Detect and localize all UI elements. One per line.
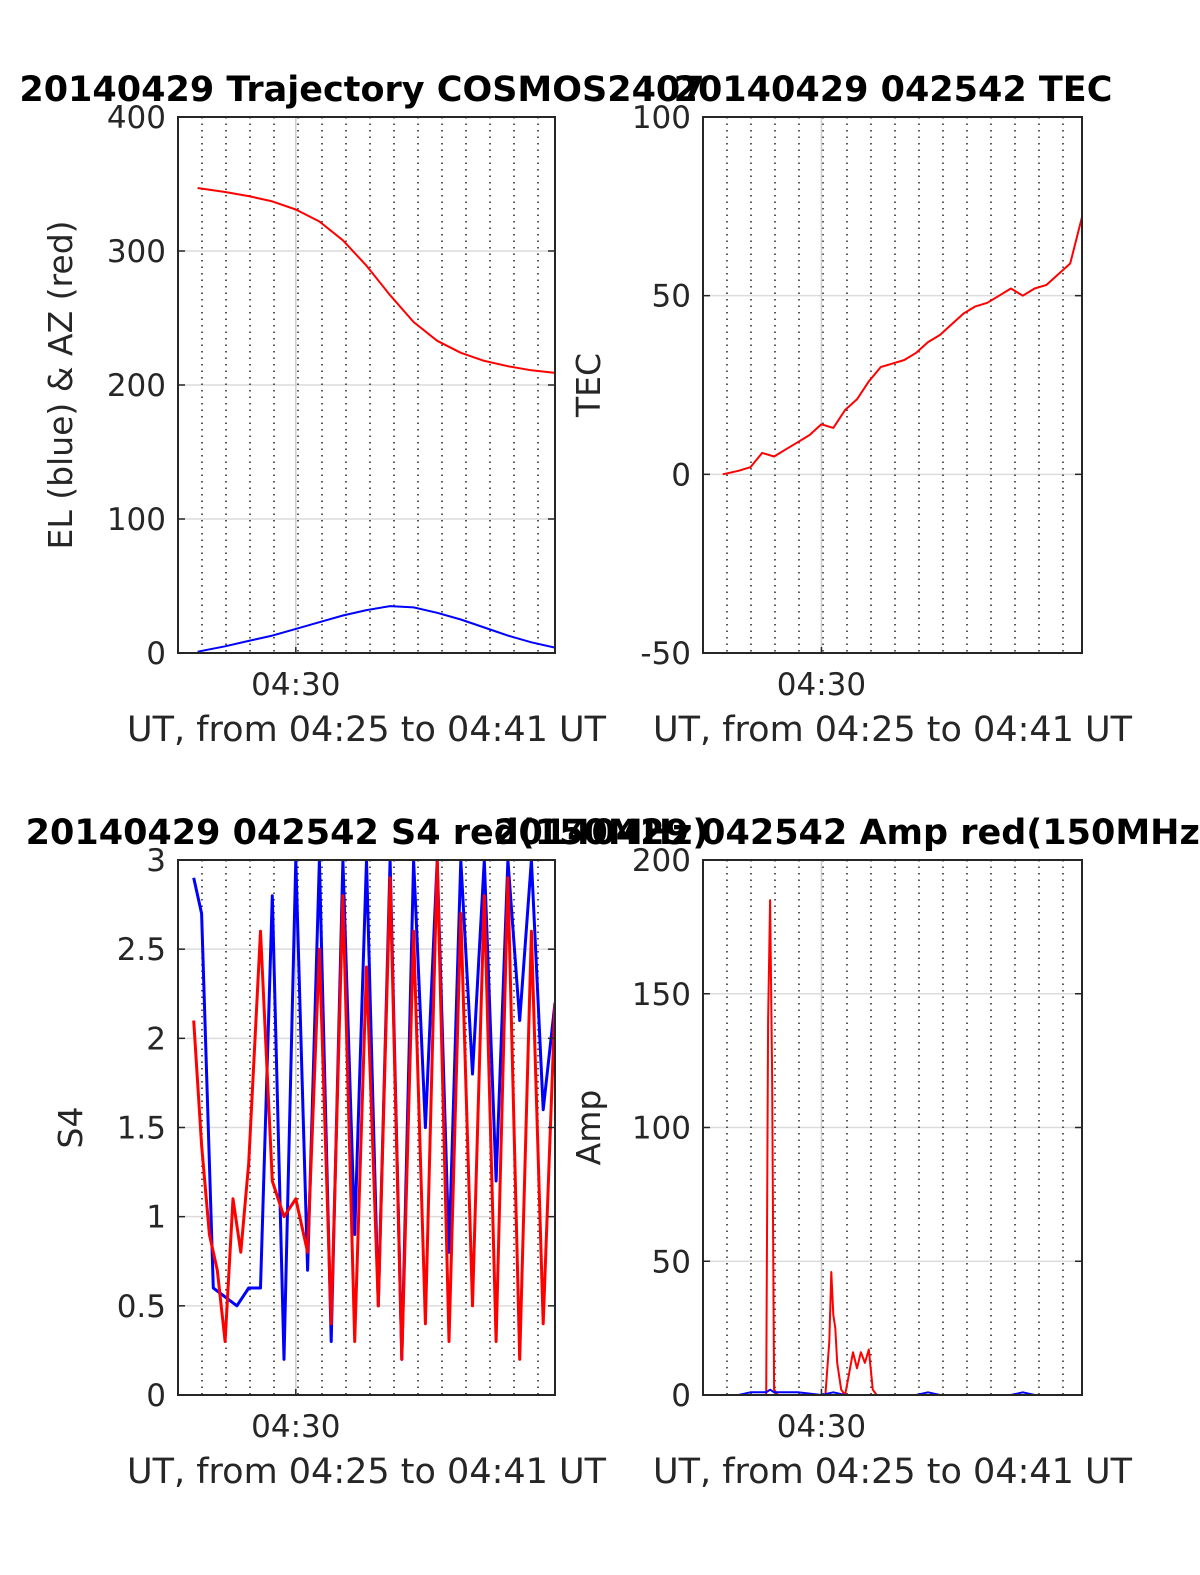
x-tick-label: 04:30: [777, 667, 866, 703]
y-axis-label: EL (blue) & AZ (red): [41, 220, 80, 549]
y-tick-label: 100: [632, 1111, 691, 1147]
y-tick-label: 1: [146, 1200, 166, 1236]
x-tick-label: 04:30: [777, 1409, 866, 1445]
panel-s4: 04:30 0 0.5 1 1.5 2 2.5 3 UT, from 04:25 to 04:4…: [26, 813, 709, 1492]
y-tick-label: 300: [107, 234, 166, 270]
series-line-1: [197, 605, 555, 653]
panel-trajectory: 04:30 0 100 200 300 400 UT, from 04:25 to 04:4…: [19, 70, 704, 750]
panel-title: 20140429 042542 TEC: [674, 70, 1113, 110]
series-line-0: [197, 187, 555, 374]
y-tick-label: 50: [652, 1244, 691, 1280]
y-axis-label: Amp: [569, 1090, 608, 1166]
y-tick-label: 0: [671, 1378, 691, 1414]
y-tick-label: -50: [640, 636, 691, 672]
panel-tec: 04:30 -50 0 50 100 UT, from 04:25 to 04:41 UT…: [569, 70, 1133, 750]
x-axis-label: UT, from 04:25 to 04:41 UT: [127, 710, 607, 750]
y-tick-label: 2.5: [117, 932, 166, 968]
y-tick-label: 0: [146, 636, 166, 672]
x-axis-label: UT, from 04:25 to 04:41 UT: [127, 1452, 607, 1492]
series-line-1: [192, 860, 555, 1361]
y-tick-label: 100: [632, 100, 691, 136]
y-tick-label: 3: [146, 843, 166, 879]
y-tick-label: 200: [107, 368, 166, 404]
axes-frame: [702, 116, 1083, 654]
plot-area: [703, 117, 1082, 653]
y-tick-label: 0.5: [117, 1289, 166, 1325]
series-line-0: [192, 860, 555, 1361]
series-line-0: [722, 899, 1082, 1395]
y-tick-label: 200: [632, 843, 691, 879]
series-line-0: [722, 216, 1082, 476]
y-tick-label: 150: [632, 977, 691, 1013]
panel-amp: 04:30 0 50 100 150 200 UT, from 04:25 to 04:41…: [494, 813, 1200, 1492]
y-axis-label: S4: [51, 1107, 90, 1149]
y-tick-label: 100: [107, 502, 166, 538]
y-tick-label: 400: [107, 100, 166, 136]
y-tick-label: 2: [146, 1021, 166, 1057]
x-axis-label: UT, from 04:25 to 04:41 UT: [653, 1452, 1133, 1492]
x-tick-label: 04:30: [251, 667, 340, 703]
x-axis-label: UT, from 04:25 to 04:41 UT: [653, 710, 1133, 750]
panel-title: 20140429 042542 Amp red(150MHz): [494, 813, 1200, 853]
panel-title: 20140429 042542 S4 red(150MHz): [26, 813, 709, 853]
y-tick-label: 50: [652, 279, 691, 315]
x-tick-label: 04:30: [251, 1409, 340, 1445]
y-tick-label: 0: [146, 1378, 166, 1414]
panel-title: 20140429 Trajectory COSMOS2407: [19, 70, 704, 110]
y-axis-label: TEC: [569, 353, 608, 418]
y-tick-label: 0: [671, 457, 691, 493]
y-tick-label: 1.5: [117, 1111, 166, 1147]
